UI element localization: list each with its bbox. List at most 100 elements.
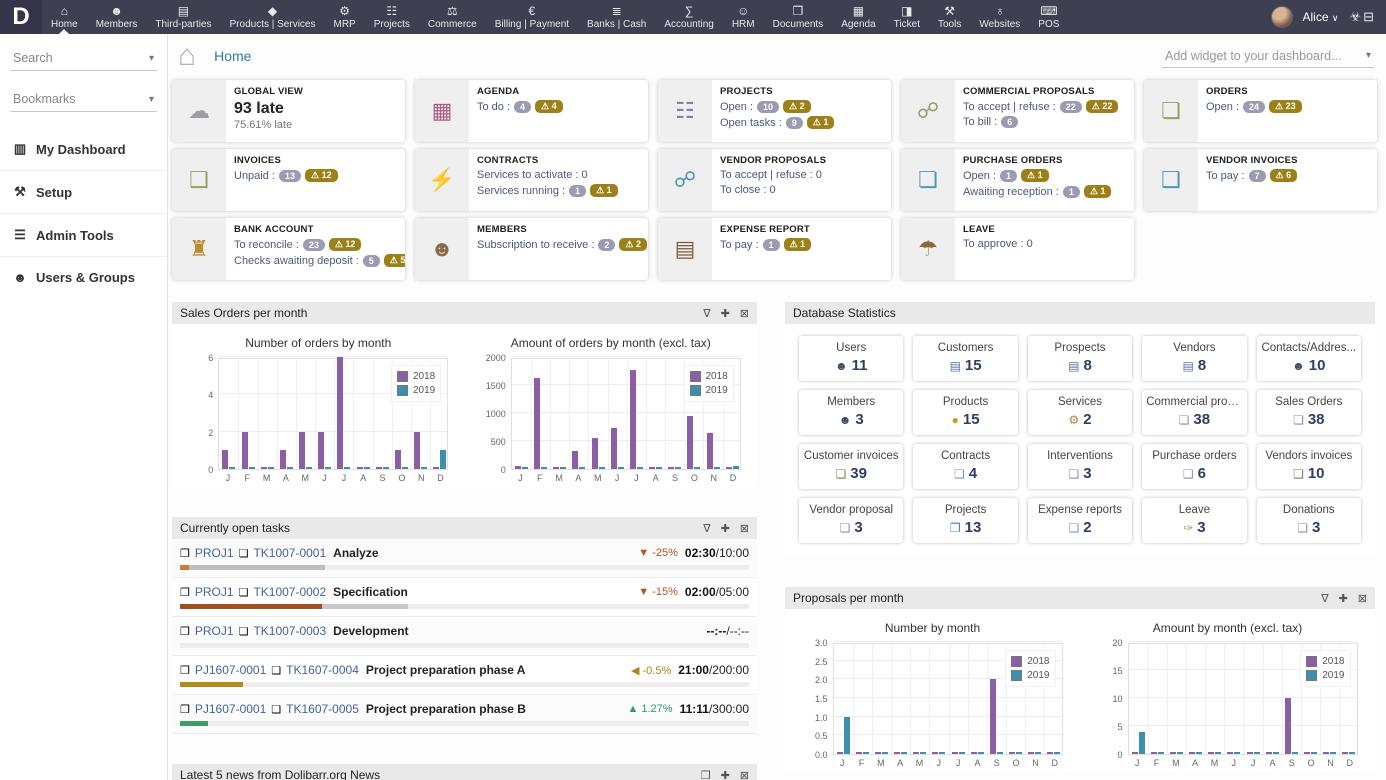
- task-ref-link[interactable]: TK1607-0004: [286, 663, 359, 677]
- task-ref-link[interactable]: TK1607-0005: [286, 702, 359, 716]
- count-badge[interactable]: 1: [1062, 185, 1080, 198]
- widget-options-icon[interactable]: ❒: [700, 769, 711, 780]
- stat-box-contracts[interactable]: Contracts ❏ 4: [913, 444, 1018, 489]
- task-title-link[interactable]: Project preparation phase B: [365, 702, 526, 716]
- widget-stat-link[interactable]: Open :: [963, 169, 997, 182]
- project-icon[interactable]: ❒: [180, 625, 190, 638]
- project-icon[interactable]: ❒: [180, 703, 190, 716]
- stat-box-customers[interactable]: Customers ▤ 15: [913, 336, 1018, 381]
- sidebar-item-admin-tools[interactable]: ☰ Admin Tools: [0, 213, 167, 256]
- widget-stat-link[interactable]: To close : 0: [720, 184, 776, 196]
- count-badge[interactable]: 1: [1000, 169, 1018, 182]
- nav-item-accounting[interactable]: ∑ Accounting: [655, 0, 722, 34]
- nav-item-home[interactable]: ⌂ Home: [42, 0, 87, 34]
- sidebar-item-users-groups[interactable]: ☻ Users & Groups: [0, 256, 167, 298]
- nav-item-billing-payment[interactable]: € Billing | Payment: [486, 0, 578, 34]
- warning-badge[interactable]: ⚠ 1: [1083, 185, 1112, 198]
- warning-badge[interactable]: ⚠ 6: [1269, 169, 1298, 182]
- warning-badge[interactable]: ⚠ 1: [806, 116, 835, 129]
- nav-item-pos[interactable]: ⌨ POS: [1029, 0, 1068, 34]
- stat-box-purchase-orders[interactable]: Purchase orders ❏ 6: [1142, 444, 1247, 489]
- stat-box-users[interactable]: Users ☻ 11: [799, 336, 904, 381]
- count-badge[interactable]: 7: [1248, 169, 1266, 182]
- close-icon[interactable]: ⊠: [739, 522, 749, 535]
- project-ref-link[interactable]: PJ1607-0001: [194, 663, 267, 677]
- task-ref-link[interactable]: TK1007-0001: [253, 546, 327, 560]
- project-ref-link[interactable]: PJ1607-0001: [194, 702, 267, 716]
- warning-badge[interactable]: ⚠ 5: [383, 254, 405, 267]
- project-icon[interactable]: ❒: [180, 586, 190, 599]
- widget-stat-link[interactable]: To accept | refuse : 0: [720, 169, 822, 181]
- stat-box-prospects[interactable]: Prospects ▤ 8: [1027, 336, 1133, 381]
- widget-stat-link[interactable]: Awaiting reception :: [963, 185, 1059, 198]
- bookmarks-dropdown[interactable]: Bookmarks ▾: [10, 87, 157, 112]
- count-badge[interactable]: 13: [278, 169, 301, 182]
- project-icon[interactable]: ❒: [180, 664, 190, 677]
- count-badge[interactable]: 24: [1243, 100, 1266, 113]
- move-icon[interactable]: ✚: [1338, 592, 1348, 605]
- count-badge[interactable]: 1: [762, 238, 780, 251]
- user-avatar[interactable]: [1271, 6, 1294, 28]
- nav-item-mrp[interactable]: ⚙ MRP: [324, 0, 364, 34]
- warning-badge[interactable]: ⚠ 23: [1269, 100, 1302, 113]
- add-widget-dropdown[interactable]: Add widget to your dashboard... ▾: [1162, 45, 1374, 68]
- bug-icon[interactable]: ☣: [1349, 9, 1362, 24]
- stat-box-interventions[interactable]: Interventions ❏ 3: [1027, 444, 1133, 489]
- warning-badge[interactable]: ⚠ 2: [783, 100, 811, 113]
- close-icon[interactable]: ⊠: [739, 307, 749, 320]
- widget-stat-link[interactable]: Checks awaiting deposit :: [234, 254, 359, 267]
- nav-item-hrm[interactable]: ☺ HRM: [723, 0, 764, 34]
- widget-stat-link[interactable]: Open tasks :: [720, 116, 782, 129]
- warning-badge[interactable]: ⚠ 12: [305, 169, 338, 182]
- sidebar-item-setup[interactable]: ⚒ Setup: [0, 170, 167, 213]
- print-icon[interactable]: ⊟: [1363, 9, 1374, 24]
- warning-badge[interactable]: ⚠ 22: [1085, 100, 1119, 113]
- widget-stat-link[interactable]: To pay :: [720, 238, 759, 251]
- stat-box-vendors[interactable]: Vendors ▤ 8: [1142, 336, 1247, 381]
- nav-item-websites[interactable]: ♁ Websites: [970, 0, 1029, 34]
- move-icon[interactable]: ✚: [720, 522, 730, 535]
- breadcrumb[interactable]: Home: [214, 48, 252, 64]
- count-badge[interactable]: 1: [569, 184, 587, 197]
- nav-item-products-services[interactable]: ◆ Products | Services: [221, 0, 325, 34]
- widget-stat-link[interactable]: Services to activate : 0: [477, 169, 588, 181]
- task-icon[interactable]: ❏: [238, 547, 249, 560]
- nav-item-third-parties[interactable]: ▤ Third-parties: [146, 0, 220, 34]
- count-badge[interactable]: 6: [1001, 116, 1019, 128]
- widget-stat-link[interactable]: Open :: [1206, 100, 1240, 113]
- warning-badge[interactable]: ⚠ 1: [783, 238, 812, 251]
- filter-icon[interactable]: ∇: [703, 522, 711, 535]
- project-icon[interactable]: ❒: [180, 547, 190, 560]
- stat-box-commercial-prop-[interactable]: Commercial prop... ❏ 38: [1142, 390, 1247, 435]
- task-title-link[interactable]: Development: [333, 624, 409, 638]
- warning-badge[interactable]: ⚠ 1: [590, 184, 618, 197]
- nav-item-agenda[interactable]: ▦ Agenda: [832, 0, 884, 34]
- stat-box-members[interactable]: Members ☻ 3: [799, 390, 904, 435]
- stat-box-projects[interactable]: Projects ❐ 13: [913, 498, 1018, 543]
- stat-box-contacts-addres-[interactable]: Contacts/Addres... ☻ 10: [1256, 336, 1361, 381]
- project-ref-link[interactable]: PROJ1: [194, 624, 234, 638]
- count-badge[interactable]: 4: [514, 100, 532, 113]
- task-ref-link[interactable]: TK1007-0002: [253, 585, 327, 599]
- task-title-link[interactable]: Analyze: [333, 546, 379, 560]
- move-icon[interactable]: ✚: [720, 307, 730, 320]
- widget-stat-link[interactable]: To do :: [477, 100, 511, 113]
- widget-stat-link[interactable]: To accept | refuse :: [963, 100, 1056, 113]
- task-title-link[interactable]: Specification: [333, 585, 408, 599]
- close-icon[interactable]: ⊠: [1357, 592, 1367, 605]
- project-ref-link[interactable]: PROJ1: [194, 585, 234, 599]
- filter-icon[interactable]: ∇: [703, 307, 711, 320]
- user-menu[interactable]: Alice ∨: [1302, 10, 1338, 24]
- widget-stat-link[interactable]: Unpaid :: [234, 169, 275, 182]
- widget-stat-link[interactable]: Subscription to receive :: [477, 238, 595, 251]
- nav-item-members[interactable]: ☻ Members: [87, 0, 147, 34]
- widget-stat-link[interactable]: To reconcile :: [234, 238, 299, 251]
- stat-box-customer-invoices[interactable]: Customer invoices ❏ 39: [799, 444, 904, 489]
- count-badge[interactable]: 2: [598, 238, 616, 251]
- task-icon[interactable]: ❏: [238, 625, 249, 638]
- task-ref-link[interactable]: TK1007-0003: [253, 624, 327, 638]
- stat-box-expense-reports[interactable]: Expense reports ❏ 2: [1027, 498, 1133, 543]
- count-badge[interactable]: 5: [362, 254, 380, 267]
- task-icon[interactable]: ❏: [238, 586, 249, 599]
- count-badge[interactable]: 9: [785, 116, 803, 129]
